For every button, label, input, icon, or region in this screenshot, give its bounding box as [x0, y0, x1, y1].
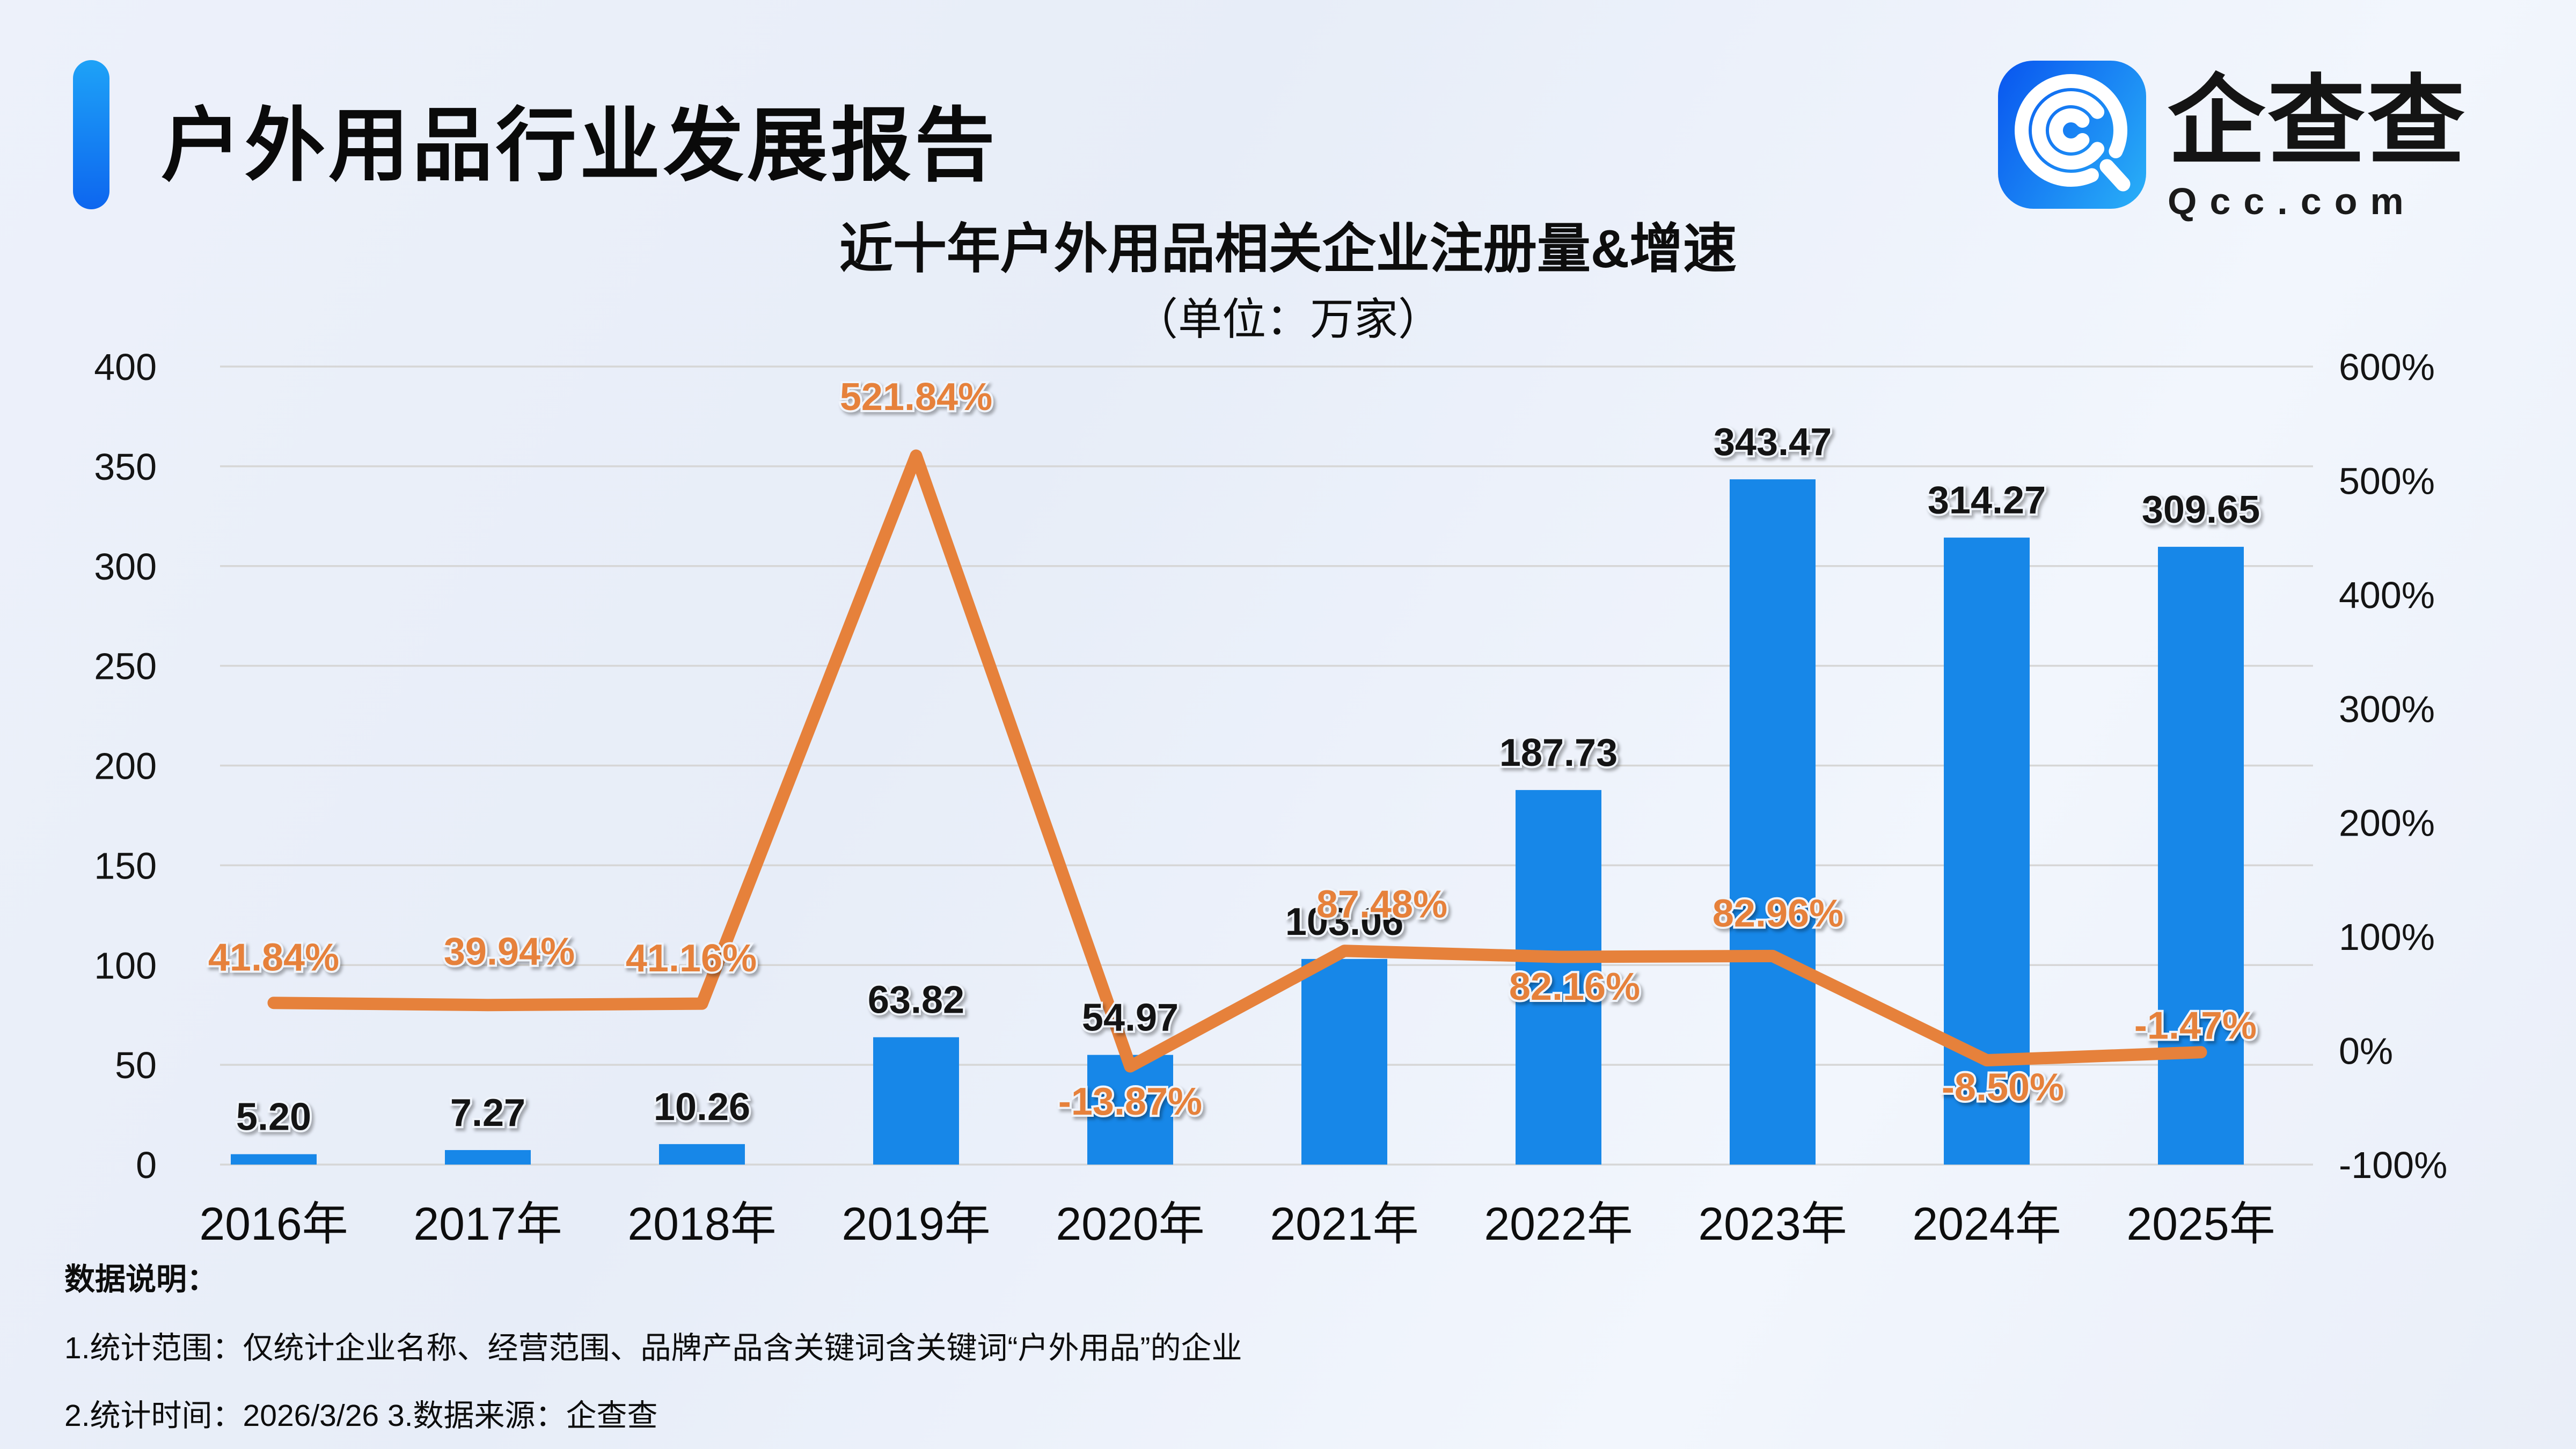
left-axis-tick: 250 [94, 646, 157, 687]
bar-2020年 [1087, 1055, 1173, 1165]
bar-label: 7.27 [450, 1092, 525, 1135]
bar-label: 63.82 [868, 979, 964, 1022]
bar-label: 54.97 [1082, 997, 1179, 1040]
right-axis-tick: 500% [2339, 460, 2435, 502]
right-axis-tick: 600% [2339, 346, 2435, 388]
bar-2023年 [1730, 479, 1816, 1165]
bar-label: 5.20 [236, 1096, 311, 1139]
left-axis-tick: 150 [94, 845, 157, 887]
year-label: 2018年 [627, 1198, 776, 1250]
left-axis-ticks: 400 350 300 250 200 150 100 50 0 [94, 346, 157, 1186]
year-label: 2016年 [199, 1198, 348, 1250]
bar-2016年 [231, 1154, 317, 1165]
bar-2022年 [1516, 790, 1601, 1165]
bar-2018年 [659, 1144, 745, 1165]
bar-label: 309.65 [2142, 488, 2260, 531]
page-title: 户外用品行业发展报告 [161, 100, 999, 191]
left-axis-tick: 300 [94, 546, 157, 588]
year-label: 2017年 [413, 1198, 562, 1250]
qcc-logo-domain: Qcc.com [2168, 180, 2417, 222]
year-label: 2019年 [841, 1198, 990, 1250]
left-axis-tick: 400 [94, 346, 157, 388]
right-axis-tick: 100% [2339, 916, 2435, 958]
growth-label: 87.48% [1316, 883, 1447, 926]
title-accent-bar [73, 60, 109, 209]
right-axis-tick: 200% [2339, 802, 2435, 844]
right-axis-tick: 0% [2339, 1030, 2393, 1072]
bar-label: 343.47 [1714, 421, 1832, 464]
year-label: 2021年 [1270, 1198, 1418, 1250]
bar-label: 10.26 [654, 1086, 750, 1129]
bar-2019年 [873, 1037, 959, 1165]
year-label: 2022年 [1484, 1198, 1633, 1250]
growth-label: 82.16% [1509, 965, 1640, 1008]
growth-label: 41.16% [626, 937, 757, 980]
year-label: 2024年 [1912, 1198, 2061, 1250]
left-axis-tick: 200 [94, 745, 157, 787]
chart-unit-label: （单位：万家） [1133, 295, 1442, 344]
left-axis-tick: 0 [136, 1144, 157, 1186]
growth-label: 41.84% [208, 936, 339, 979]
bar-label: 314.27 [1928, 479, 2046, 522]
growth-label: 39.94% [444, 931, 575, 974]
growth-label: -8.50% [1942, 1066, 2064, 1109]
year-label: 2025年 [2126, 1198, 2275, 1250]
registration-bars [231, 479, 2244, 1165]
left-axis-tick: 100 [94, 945, 157, 986]
qcc-logo-text: 企查查 Qcc.com [2168, 61, 2467, 223]
note-statistics-scope: 1.统计范围：仅统计企业名称、经营范围、品牌产品含关键词含关键词“户外用品”的企… [64, 1331, 1242, 1365]
right-axis-tick: -100% [2339, 1144, 2447, 1186]
note-time-and-source: 2.统计时间：2026/3/26 3.数据来源：企查查 [64, 1399, 658, 1433]
bar-2021年 [1301, 958, 1387, 1165]
bar-2025年 [2158, 546, 2244, 1165]
bar-label: 187.73 [1499, 731, 1618, 774]
bar-value-labels: 5.20 7.27 10.26 63.82 54.97 103.06 187.73 343.4… [234, 419, 2262, 1141]
right-axis-tick: 300% [2339, 688, 2435, 730]
right-axis-tick: 400% [2339, 574, 2435, 616]
year-label: 2023年 [1698, 1198, 1847, 1250]
left-axis-tick: 350 [94, 446, 157, 488]
left-axis-tick: 50 [115, 1044, 157, 1086]
category-labels: 2016年 2017年 2018年 2019年 2020年 2021年 2022年 2023年… [199, 1198, 2275, 1250]
notes-heading: 数据说明： [64, 1262, 217, 1297]
growth-label: 82.96% [1713, 892, 1843, 935]
growth-percent-labels: 41.84% 39.94% 41.16% 521.84% -13.87% 87.48% 82… [206, 374, 2259, 1125]
bar-2017年 [445, 1150, 531, 1165]
growth-label: -1.47% [2134, 1005, 2257, 1048]
chart-title: 近十年户外用品相关企业注册量&增速 [839, 219, 1737, 279]
bar-label: 103.06 [1285, 901, 1403, 943]
right-axis-ticks: 600% 500% 400% 300% 200% 100% 0% -100% [2339, 346, 2447, 1186]
growth-label: -13.87% [1058, 1080, 1202, 1123]
qcc-logo-icon [1998, 61, 2146, 209]
year-label: 2020年 [1056, 1198, 1204, 1250]
growth-label: 521.84% [840, 376, 992, 419]
qcc-logo-name: 企查查 [2168, 67, 2467, 176]
growth-line [267, 449, 2207, 1073]
qcc-logo: 企查查 Qcc.com [1998, 61, 2467, 223]
